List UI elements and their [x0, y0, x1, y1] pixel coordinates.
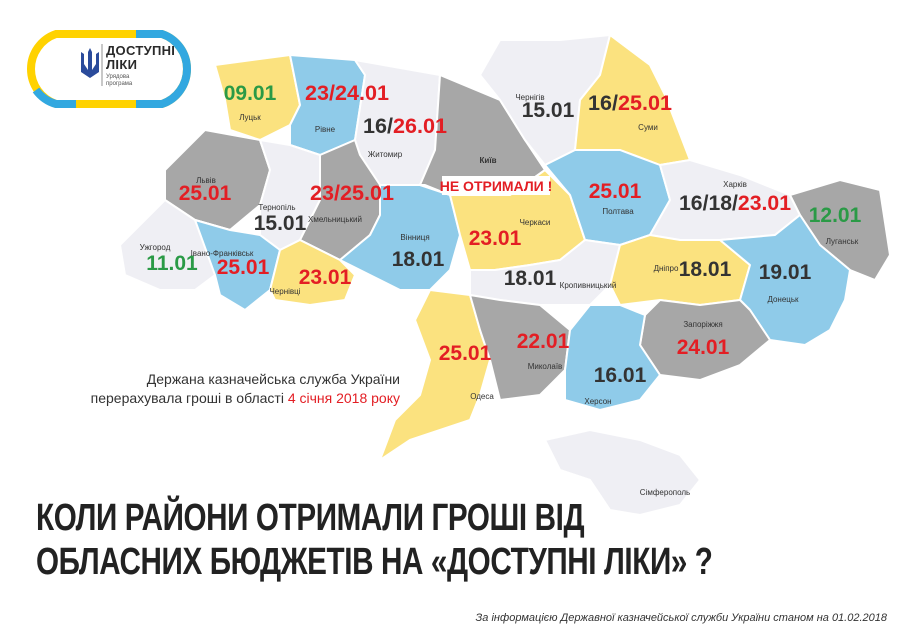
source-footer: За інформацією Державної казначейської с… — [475, 612, 887, 624]
date-label-khmelnytskyi: 23/25.01 — [310, 182, 394, 205]
logo-title-line1: ДОСТУПНІ — [106, 43, 176, 58]
date-label-poltava: 25.01 — [589, 180, 642, 203]
city-label-zaporizhzhia: Запоріжжя — [683, 320, 722, 329]
city-label-uzhhorod: Ужгород — [140, 243, 171, 252]
city-label-vinnytsia: Вінниця — [400, 233, 429, 242]
date-label-odesa: 25.01 — [439, 342, 492, 365]
date-label-kropyvnytskyi: 18.01 — [504, 267, 557, 290]
city-label-kharkiv: Харків — [723, 180, 747, 189]
city-label-donetsk: Донецьк — [767, 295, 799, 304]
date-part-red: 26.01 — [393, 115, 447, 138]
region-crimea — [544, 429, 701, 516]
date-part-red: 23.01 — [738, 192, 791, 215]
logo-subtitle-line1: Урядова — [106, 74, 130, 80]
city-label-crimea: Сімферополь — [640, 488, 690, 497]
city-label-lviv: Львів — [196, 176, 216, 185]
city-label-mykolaiv: Миколаїв — [528, 362, 563, 371]
headline-line2: ОБЛАСНИХ БЮДЖЕТІВ НА «ДОСТУПНІ ЛІКИ» ? — [36, 541, 713, 583]
treasury-note-line2-prefix: перерахувала гроші в області — [90, 390, 288, 406]
date-label-sumy: 16/25.01 — [588, 92, 672, 115]
city-label-poltava: Полтава — [602, 207, 634, 216]
city-label-dnipro: Дніпро — [654, 264, 679, 273]
city-label-luhansk: Луганськ — [826, 237, 859, 246]
date-label-dnipro: 18.01 — [679, 258, 732, 281]
date-label-kherson: 16.01 — [594, 364, 647, 387]
headline-line1: КОЛИ РАЙОНИ ОТРИМАЛИ ГРОШІ ВІД — [36, 497, 585, 539]
trident-icon — [81, 48, 99, 78]
logo-frame-icon — [27, 30, 191, 108]
city-label-khmelnytskyi: Хмельницький — [308, 215, 362, 224]
date-label-ternopil: 15.01 — [254, 212, 307, 235]
date-label-rivne: 23/24.01 — [305, 82, 389, 105]
city-label-chernivtsi: Чернівці — [269, 287, 300, 296]
region-kherson — [564, 304, 661, 411]
date-label-kharkiv: 16/18/23.01 — [679, 192, 791, 215]
date-part-dark: 16/ — [363, 115, 393, 138]
city-label-kyiv: Київ — [480, 156, 497, 165]
date-label-cherkasy: 23.01 — [469, 227, 522, 250]
date-part-dark: 16/ — [588, 92, 618, 115]
date-label-luhansk: 12.01 — [809, 204, 862, 227]
city-label-kherson: Херсон — [584, 397, 611, 406]
city-label-odesa: Одеса — [470, 392, 494, 401]
date-part-red: 25.01 — [618, 92, 672, 115]
city-label-ivanofrankivsk: Івано-Франківськ — [191, 249, 254, 258]
date-label-vinnytsia: 18.01 — [392, 248, 445, 271]
city-label-zhytomyr: Житомир — [368, 150, 403, 159]
date-label-lviv: 25.01 — [179, 182, 232, 205]
logo-subtitle-line2: програма — [106, 81, 133, 87]
headline: КОЛИ РАЙОНИ ОТРИМАЛИ ГРОШІ ВІД ОБЛАСНИХ … — [36, 496, 713, 584]
date-label-mykolaiv: 22.01 — [517, 330, 570, 353]
date-label-kyiv: НЕ ОТРИМАЛИ ! — [440, 178, 553, 194]
city-label-sumy: Суми — [638, 123, 658, 132]
date-label-lutsk: 09.01 — [224, 82, 277, 105]
region-mykolaiv — [469, 294, 571, 401]
treasury-note-line2: перерахувала гроші в області 4 січня 201… — [40, 389, 400, 408]
treasury-note-date: 4 січня 2018 року — [287, 390, 400, 406]
date-label-ivanofrankivsk: 25.01 — [217, 256, 270, 279]
city-label-ternopil: Тернопіль — [258, 203, 295, 212]
city-label-chernihiv: Чернігів — [515, 93, 544, 102]
city-label-cherkasy: Черкаси — [520, 218, 551, 227]
city-label-lutsk: Луцьк — [239, 113, 261, 122]
date-label-chernihiv: 15.01 — [522, 99, 575, 122]
city-label-kropyvnytskyi: Кропивницький — [560, 281, 617, 290]
logo: ДОСТУПНІ ЛІКИ Урядова програма — [16, 30, 198, 108]
city-label-rivne: Рівне — [315, 125, 336, 134]
date-label-zaporizhzhia: 24.01 — [677, 336, 730, 359]
date-label-zhytomyr: 16/26.01 — [363, 115, 447, 138]
date-label-donetsk: 19.01 — [759, 261, 812, 284]
date-part-dark: 16/18/ — [679, 192, 738, 215]
not-received-box — [442, 176, 550, 195]
date-label-chernivtsi: 23.01 — [299, 266, 352, 289]
treasury-note: Держана казначейська служба України пере… — [40, 370, 400, 408]
logo-title-line2: ЛІКИ — [106, 57, 138, 72]
region-chernivtsi — [269, 239, 356, 306]
treasury-note-line1: Держана казначейська служба України — [146, 371, 400, 387]
date-label-uzhhorod: 11.01 — [146, 252, 198, 275]
